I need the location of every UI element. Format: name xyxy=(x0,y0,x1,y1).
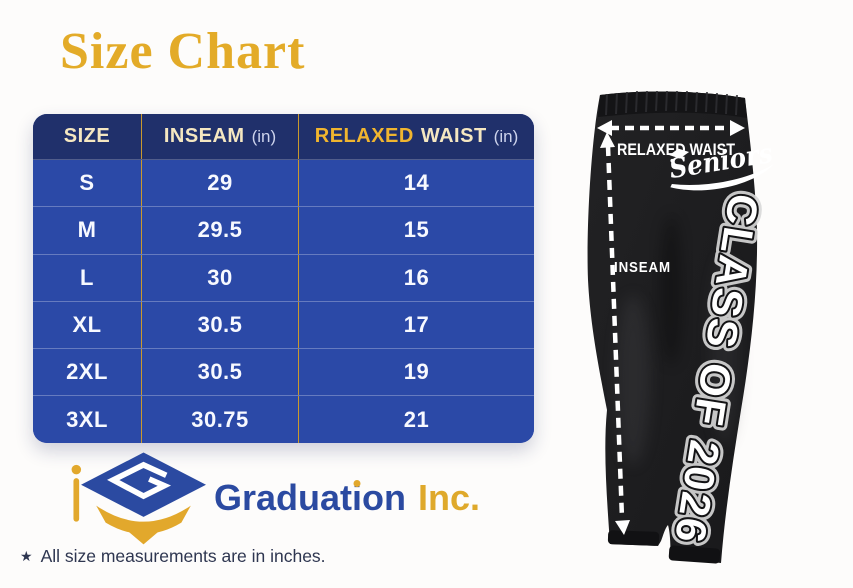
g-monogram xyxy=(107,461,172,500)
waist-arrowhead-right xyxy=(730,120,745,136)
sweatpants-image: RELAXED WAIST INSEAM Seniors CLASS OF 20… xyxy=(587,90,775,564)
brand-logo: Graduation Inc. xyxy=(64,450,480,546)
waist-arrowhead-left xyxy=(597,120,612,136)
waist-value: 19 xyxy=(403,359,430,385)
header-waist-unit: (in) xyxy=(493,126,519,146)
left-cuff xyxy=(607,530,660,546)
fabric-highlight-right xyxy=(710,255,740,445)
inseam-value: 30.5 xyxy=(197,312,243,338)
star-icon: ★ xyxy=(20,548,33,564)
right-cuff xyxy=(668,545,721,564)
mini-cap-tassel xyxy=(670,158,675,163)
header-size: SIZE xyxy=(33,114,141,159)
table-row: L 30 16 xyxy=(33,253,534,301)
table-row: M 29.5 15 xyxy=(33,206,534,254)
header-size-label: SIZE xyxy=(63,125,111,147)
mini-grad-cap-icon xyxy=(669,148,690,159)
size-table-header: SIZE INSEAM (in) RELAXED WAIST (in) xyxy=(33,114,534,160)
page-title: Size Chart xyxy=(60,23,306,80)
inseam-value: 30.5 xyxy=(197,359,243,385)
waist-arrow xyxy=(597,120,745,136)
graduation-cap-icon xyxy=(71,452,206,545)
inseam-value: 30 xyxy=(207,264,233,290)
size-value: 3XL xyxy=(66,406,108,432)
table-row: 2XL 30.5 19 xyxy=(33,348,534,396)
size-value: L xyxy=(80,264,94,290)
waist-label: RELAXED WAIST xyxy=(617,141,735,159)
brand-name-part1: Graduat xyxy=(214,477,353,518)
footnote-text: All size measurements are in inches. xyxy=(40,546,326,566)
brand-wordmark: Graduation Inc. xyxy=(214,477,480,519)
footnote: ★ All size measurements are in inches. xyxy=(20,546,326,567)
size-value: S xyxy=(79,170,95,196)
brand-suffix: Inc. xyxy=(418,477,481,518)
size-value: M xyxy=(77,217,97,243)
waist-value: 14 xyxy=(403,170,430,196)
tassel-dot xyxy=(71,464,82,475)
size-value: 2XL xyxy=(66,359,108,385)
size-table: SIZE INSEAM (in) RELAXED WAIST (in) S 29… xyxy=(33,114,534,443)
cap-base-point xyxy=(124,528,163,545)
inseam-arrow-line xyxy=(605,145,625,519)
script-swoosh xyxy=(670,163,774,191)
brand-name-part2: on xyxy=(362,477,407,518)
cap-base xyxy=(96,505,191,534)
header-inseam-unit: (in) xyxy=(251,126,277,146)
waistband-ribbing xyxy=(605,90,738,116)
inseam-arrowhead-bottom xyxy=(615,520,630,535)
header-waist-label2: WAIST xyxy=(420,125,487,147)
table-row: 3XL 30.75 21 xyxy=(33,395,534,443)
table-row: XL 30.5 17 xyxy=(33,300,534,349)
fabric-highlight-left xyxy=(616,295,650,465)
header-waist: RELAXED WAIST (in) xyxy=(298,114,534,159)
header-waist-label1: RELAXED xyxy=(314,125,414,147)
waist-value: 15 xyxy=(403,217,430,243)
inseam-label: INSEAM xyxy=(614,259,671,276)
table-row: S 29 14 xyxy=(33,160,534,207)
inseam-value: 29.5 xyxy=(197,217,243,243)
inseam-value: 29 xyxy=(207,170,233,196)
waist-value: 16 xyxy=(403,264,430,290)
pants-photo: RELAXED WAIST INSEAM Seniors CLASS OF 20… xyxy=(575,80,793,588)
fabric-crease xyxy=(660,215,682,365)
header-inseam: INSEAM (in) xyxy=(141,114,298,159)
inseam-value: 30.75 xyxy=(191,406,249,432)
waist-value: 17 xyxy=(403,312,430,338)
inseam-arrowhead-top xyxy=(600,132,615,148)
waist-value: 21 xyxy=(403,406,430,432)
header-inseam-label: INSEAM xyxy=(163,125,245,147)
brand-i-letter: i xyxy=(352,477,363,518)
inseam-arrow xyxy=(600,132,630,535)
size-value: XL xyxy=(72,312,102,338)
